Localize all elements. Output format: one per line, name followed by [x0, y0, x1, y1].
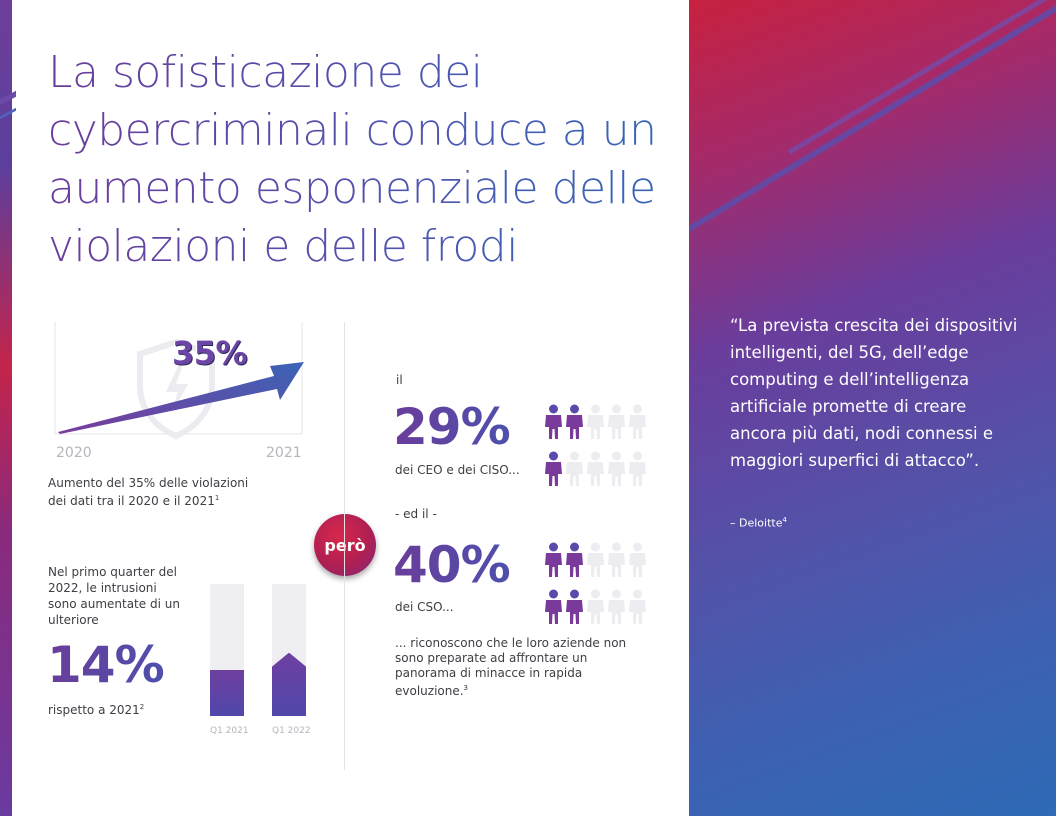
- person-icon: [543, 404, 564, 444]
- quarter-bar-fill: [272, 652, 306, 716]
- pero-badge: però: [314, 514, 376, 576]
- growth-chart-graphic: [54, 322, 304, 440]
- quarter-bar-q1-2022: [272, 584, 306, 716]
- person-icon: [585, 542, 606, 582]
- quote-text: “La prevista crescita dei dispositivi in…: [730, 316, 1018, 470]
- ceo-percent: 29%: [393, 398, 511, 456]
- quarter-label-q1-2022: Q1 2022: [272, 726, 311, 736]
- panel-stripe: [787, 0, 1056, 155]
- ceo-people-grid: [543, 404, 648, 491]
- person-icon: [585, 589, 606, 629]
- quote-attribution: – Deloitte4: [730, 516, 787, 530]
- page-title: La sofisticazione dei cybercriminali con…: [48, 44, 668, 276]
- cso-percent: 40%: [393, 536, 511, 594]
- person-icon: [627, 542, 648, 582]
- person-icon: [606, 451, 627, 491]
- cso-people-grid: [543, 542, 648, 629]
- person-icon: [564, 589, 585, 629]
- quote-panel: [689, 0, 1056, 816]
- person-icon: [585, 451, 606, 491]
- growth-percent: 35%: [172, 334, 248, 372]
- person-icon: [564, 542, 585, 582]
- cso-label: dei CSO...: [395, 600, 454, 614]
- person-icon: [627, 589, 648, 629]
- person-icon: [627, 451, 648, 491]
- exec-intro: il: [396, 373, 403, 387]
- person-icon: [606, 589, 627, 629]
- person-icon: [564, 451, 585, 491]
- year-end: 2021: [266, 445, 302, 461]
- ceo-label: dei CEO e dei CISO...: [395, 463, 520, 477]
- year-start: 2020: [56, 445, 92, 461]
- left-edge-bar: [0, 0, 12, 816]
- person-icon: [606, 404, 627, 444]
- exec-conclusion: ... riconoscono che le loro aziende non …: [395, 636, 627, 698]
- growth-caption: Aumento del 35% delle violazioni dei dat…: [48, 476, 249, 508]
- quarter-intro: Nel primo quarter del 2022, le intrusion…: [48, 565, 180, 627]
- quarter-percent: 14%: [47, 636, 165, 694]
- exec-connector: - ed il -: [395, 507, 437, 521]
- column-divider: [344, 322, 345, 770]
- person-icon: [585, 404, 606, 444]
- growth-arrow-icon: [58, 362, 304, 434]
- person-icon: [543, 589, 564, 629]
- person-icon: [627, 404, 648, 444]
- panel-stripe: [689, 0, 1056, 244]
- quarter-bar-fill: [210, 669, 244, 716]
- person-icon: [543, 451, 564, 491]
- growth-chart: 35% 2020 2021: [48, 322, 318, 472]
- person-icon: [606, 542, 627, 582]
- quarter-suffix: rispetto a 20212: [48, 703, 145, 717]
- quarter-label-q1-2021: Q1 2021: [210, 726, 249, 736]
- quarter-bar-q1-2021: [210, 584, 244, 716]
- person-icon: [564, 404, 585, 444]
- person-icon: [543, 542, 564, 582]
